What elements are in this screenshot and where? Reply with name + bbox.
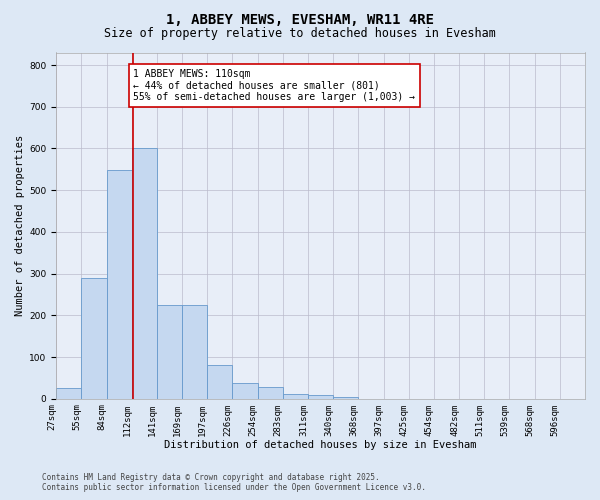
Y-axis label: Number of detached properties: Number of detached properties xyxy=(15,135,25,316)
Bar xyxy=(257,387,283,398)
Bar xyxy=(333,396,358,398)
Bar xyxy=(82,278,107,398)
Bar xyxy=(157,305,182,398)
Text: 1, ABBEY MEWS, EVESHAM, WR11 4RE: 1, ABBEY MEWS, EVESHAM, WR11 4RE xyxy=(166,12,434,26)
Bar xyxy=(283,394,308,398)
Bar xyxy=(182,305,207,398)
X-axis label: Distribution of detached houses by size in Evesham: Distribution of detached houses by size … xyxy=(164,440,477,450)
Bar xyxy=(56,388,82,398)
Bar xyxy=(107,170,131,398)
Bar xyxy=(131,148,157,398)
Text: Contains HM Land Registry data © Crown copyright and database right 2025.
Contai: Contains HM Land Registry data © Crown c… xyxy=(42,473,426,492)
Bar xyxy=(207,366,232,398)
Bar xyxy=(232,383,257,398)
Bar xyxy=(308,396,333,398)
Text: 1 ABBEY MEWS: 110sqm
← 44% of detached houses are smaller (801)
55% of semi-deta: 1 ABBEY MEWS: 110sqm ← 44% of detached h… xyxy=(133,69,415,102)
Text: Size of property relative to detached houses in Evesham: Size of property relative to detached ho… xyxy=(104,28,496,40)
